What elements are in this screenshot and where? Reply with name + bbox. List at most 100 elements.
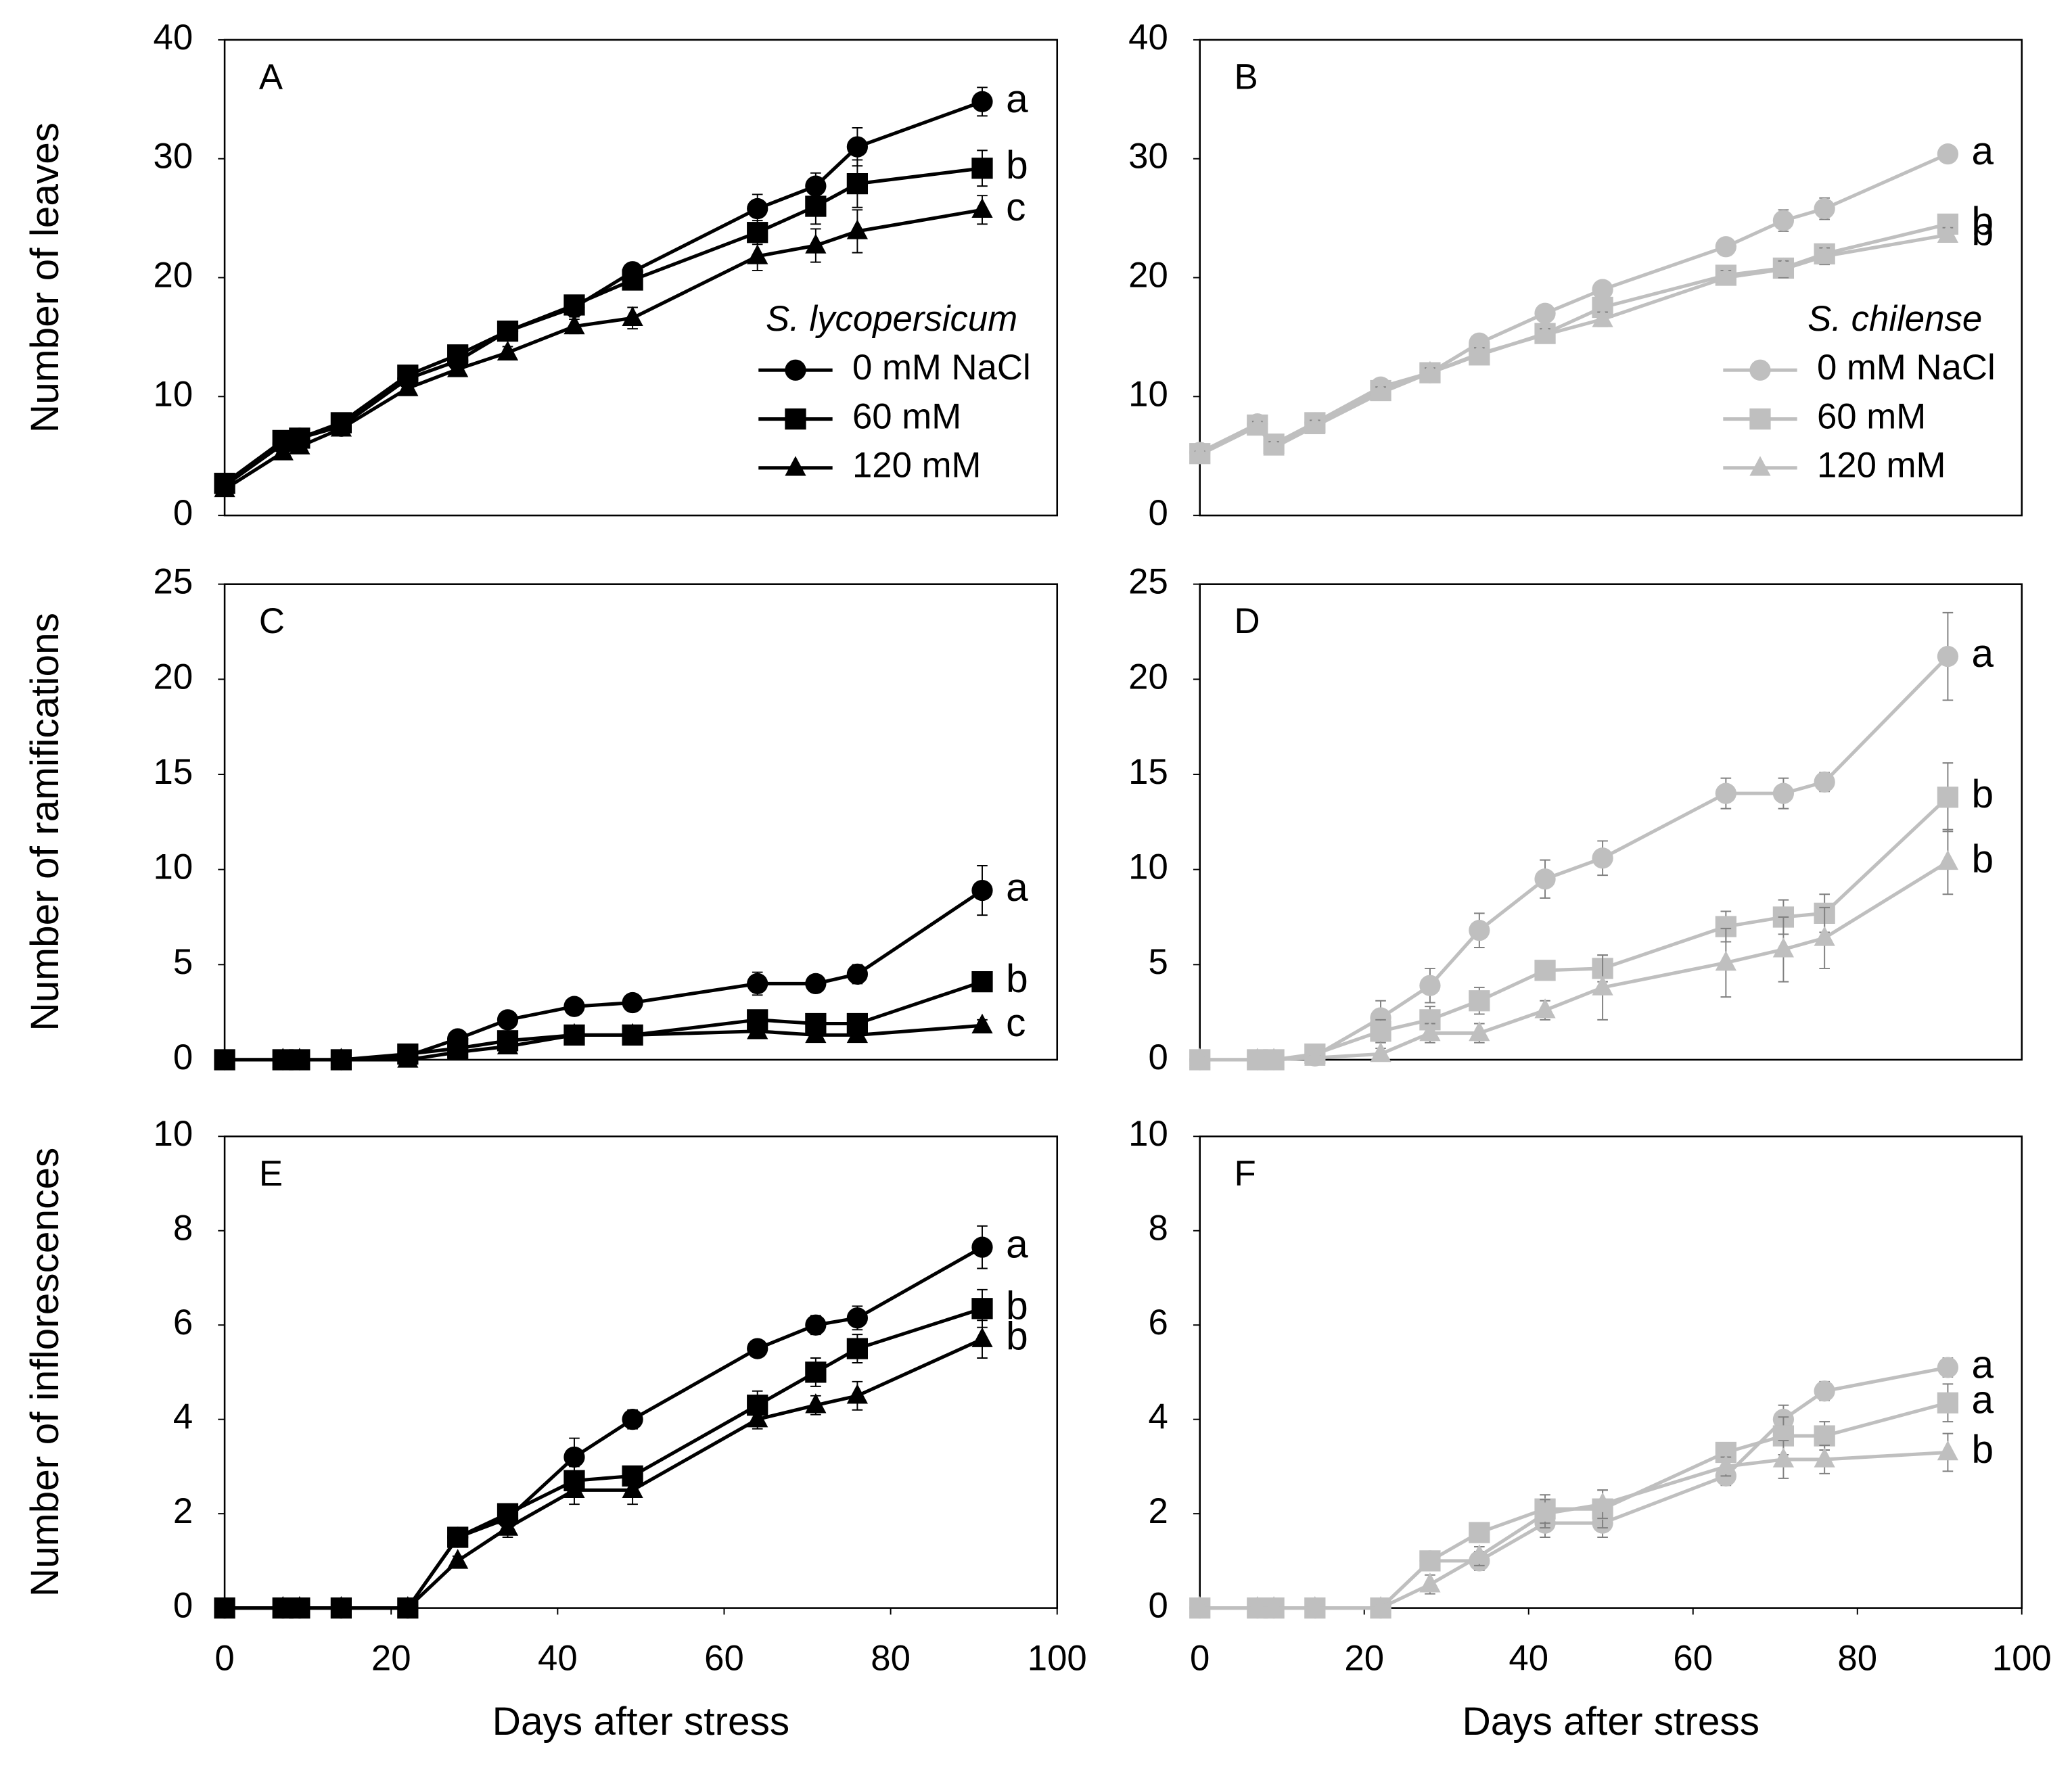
marker	[846, 1023, 869, 1044]
x-tick-label: 0	[214, 1639, 234, 1679]
marker	[747, 1338, 768, 1359]
marker	[1263, 436, 1285, 456]
marker	[1419, 1021, 1441, 1042]
marker	[214, 477, 235, 498]
marker	[563, 314, 585, 335]
marker	[330, 1048, 352, 1068]
marker	[447, 1040, 469, 1060]
y-tick-label: 40	[154, 18, 193, 57]
marker	[1534, 868, 1556, 890]
marker	[289, 434, 310, 454]
marker	[214, 1596, 235, 1616]
y-axis-label: Number of inflorescences	[23, 1148, 67, 1597]
y-tick-label: 4	[173, 1397, 193, 1437]
marker	[747, 197, 768, 220]
marker	[1814, 244, 1835, 264]
y-tick-label: 15	[154, 752, 193, 792]
legend-label: 0 mM NaCl	[852, 348, 1031, 388]
marker	[1715, 1454, 1736, 1475]
marker	[272, 1596, 294, 1616]
marker	[785, 359, 806, 381]
marker	[805, 195, 827, 217]
marker	[330, 1596, 352, 1616]
marker	[622, 306, 643, 327]
marker	[1772, 1447, 1795, 1468]
marker	[1534, 1501, 1556, 1522]
y-tick-label: 20	[1128, 657, 1168, 697]
y-tick-label: 10	[154, 1114, 193, 1154]
series-line	[1199, 1401, 1949, 1610]
marker	[1534, 302, 1556, 324]
panel-label: A	[259, 57, 283, 97]
marker	[447, 357, 469, 377]
panel-label: E	[259, 1154, 283, 1194]
y-tick-label: 0	[1149, 493, 1168, 533]
marker	[1189, 1048, 1211, 1068]
significance-letter: a	[1972, 1342, 1994, 1386]
y-tick-label: 4	[1149, 1397, 1168, 1437]
marker	[497, 1516, 519, 1536]
x-tick-label: 40	[538, 1639, 578, 1679]
y-tick-label: 10	[1128, 847, 1168, 887]
marker	[397, 1596, 419, 1616]
y-tick-label: 0	[173, 1586, 193, 1626]
significance-letter: a	[1972, 1378, 1994, 1422]
marker	[1419, 360, 1441, 381]
significance-letter: b	[1972, 772, 1994, 816]
legend-label: 0 mM NaCl	[1817, 348, 1996, 388]
marker	[971, 1236, 993, 1258]
y-axis-label: Number of leaves	[23, 122, 67, 433]
marker	[622, 1409, 643, 1430]
y-tick-label: 0	[1149, 1037, 1168, 1077]
panel-label: C	[259, 601, 285, 641]
marker	[622, 991, 643, 1014]
marker	[1937, 849, 1959, 870]
marker	[805, 1314, 827, 1336]
marker	[397, 1048, 419, 1068]
marker	[846, 172, 869, 195]
marker	[747, 1019, 768, 1039]
plot-frame	[1199, 39, 2023, 517]
marker	[1772, 210, 1795, 231]
marker	[1247, 1596, 1268, 1616]
marker	[1715, 236, 1736, 258]
x-axis-label: Days after stress	[1462, 1700, 1759, 1744]
marker	[1370, 1596, 1391, 1616]
marker	[497, 1034, 519, 1054]
marker	[1469, 1544, 1490, 1564]
marker	[1189, 442, 1211, 463]
y-tick-label: 10	[1128, 374, 1168, 414]
marker	[214, 1048, 235, 1068]
legend-label: 120 mM	[852, 446, 982, 486]
marker	[563, 1023, 585, 1044]
marker	[563, 1478, 585, 1499]
marker	[747, 222, 768, 243]
x-tick-label: 100	[1028, 1639, 1087, 1679]
y-tick-label: 8	[173, 1209, 193, 1248]
marker	[747, 244, 768, 264]
marker	[1189, 1596, 1211, 1616]
marker	[447, 1549, 469, 1569]
marker	[1263, 1596, 1285, 1616]
marker	[971, 158, 993, 179]
y-tick-label: 2	[1149, 1491, 1168, 1531]
marker	[1534, 960, 1556, 981]
marker	[1814, 771, 1835, 793]
x-tick-label: 80	[871, 1639, 911, 1679]
series-line	[225, 1245, 984, 1610]
marker	[1749, 408, 1771, 430]
panel-label: D	[1235, 601, 1260, 641]
y-tick-label: 25	[154, 562, 193, 602]
y-tick-label: 40	[1128, 18, 1168, 57]
series-line	[1199, 860, 1949, 1062]
marker	[1937, 645, 1959, 668]
marker	[1592, 307, 1613, 327]
marker	[1469, 342, 1490, 362]
plot-frame	[223, 583, 1059, 1061]
marker	[1263, 1048, 1285, 1068]
legend-label: 60 mM	[852, 396, 961, 436]
y-tick-label: 30	[154, 137, 193, 177]
y-tick-label: 20	[154, 255, 193, 295]
marker	[971, 1298, 993, 1319]
marker	[971, 91, 993, 112]
